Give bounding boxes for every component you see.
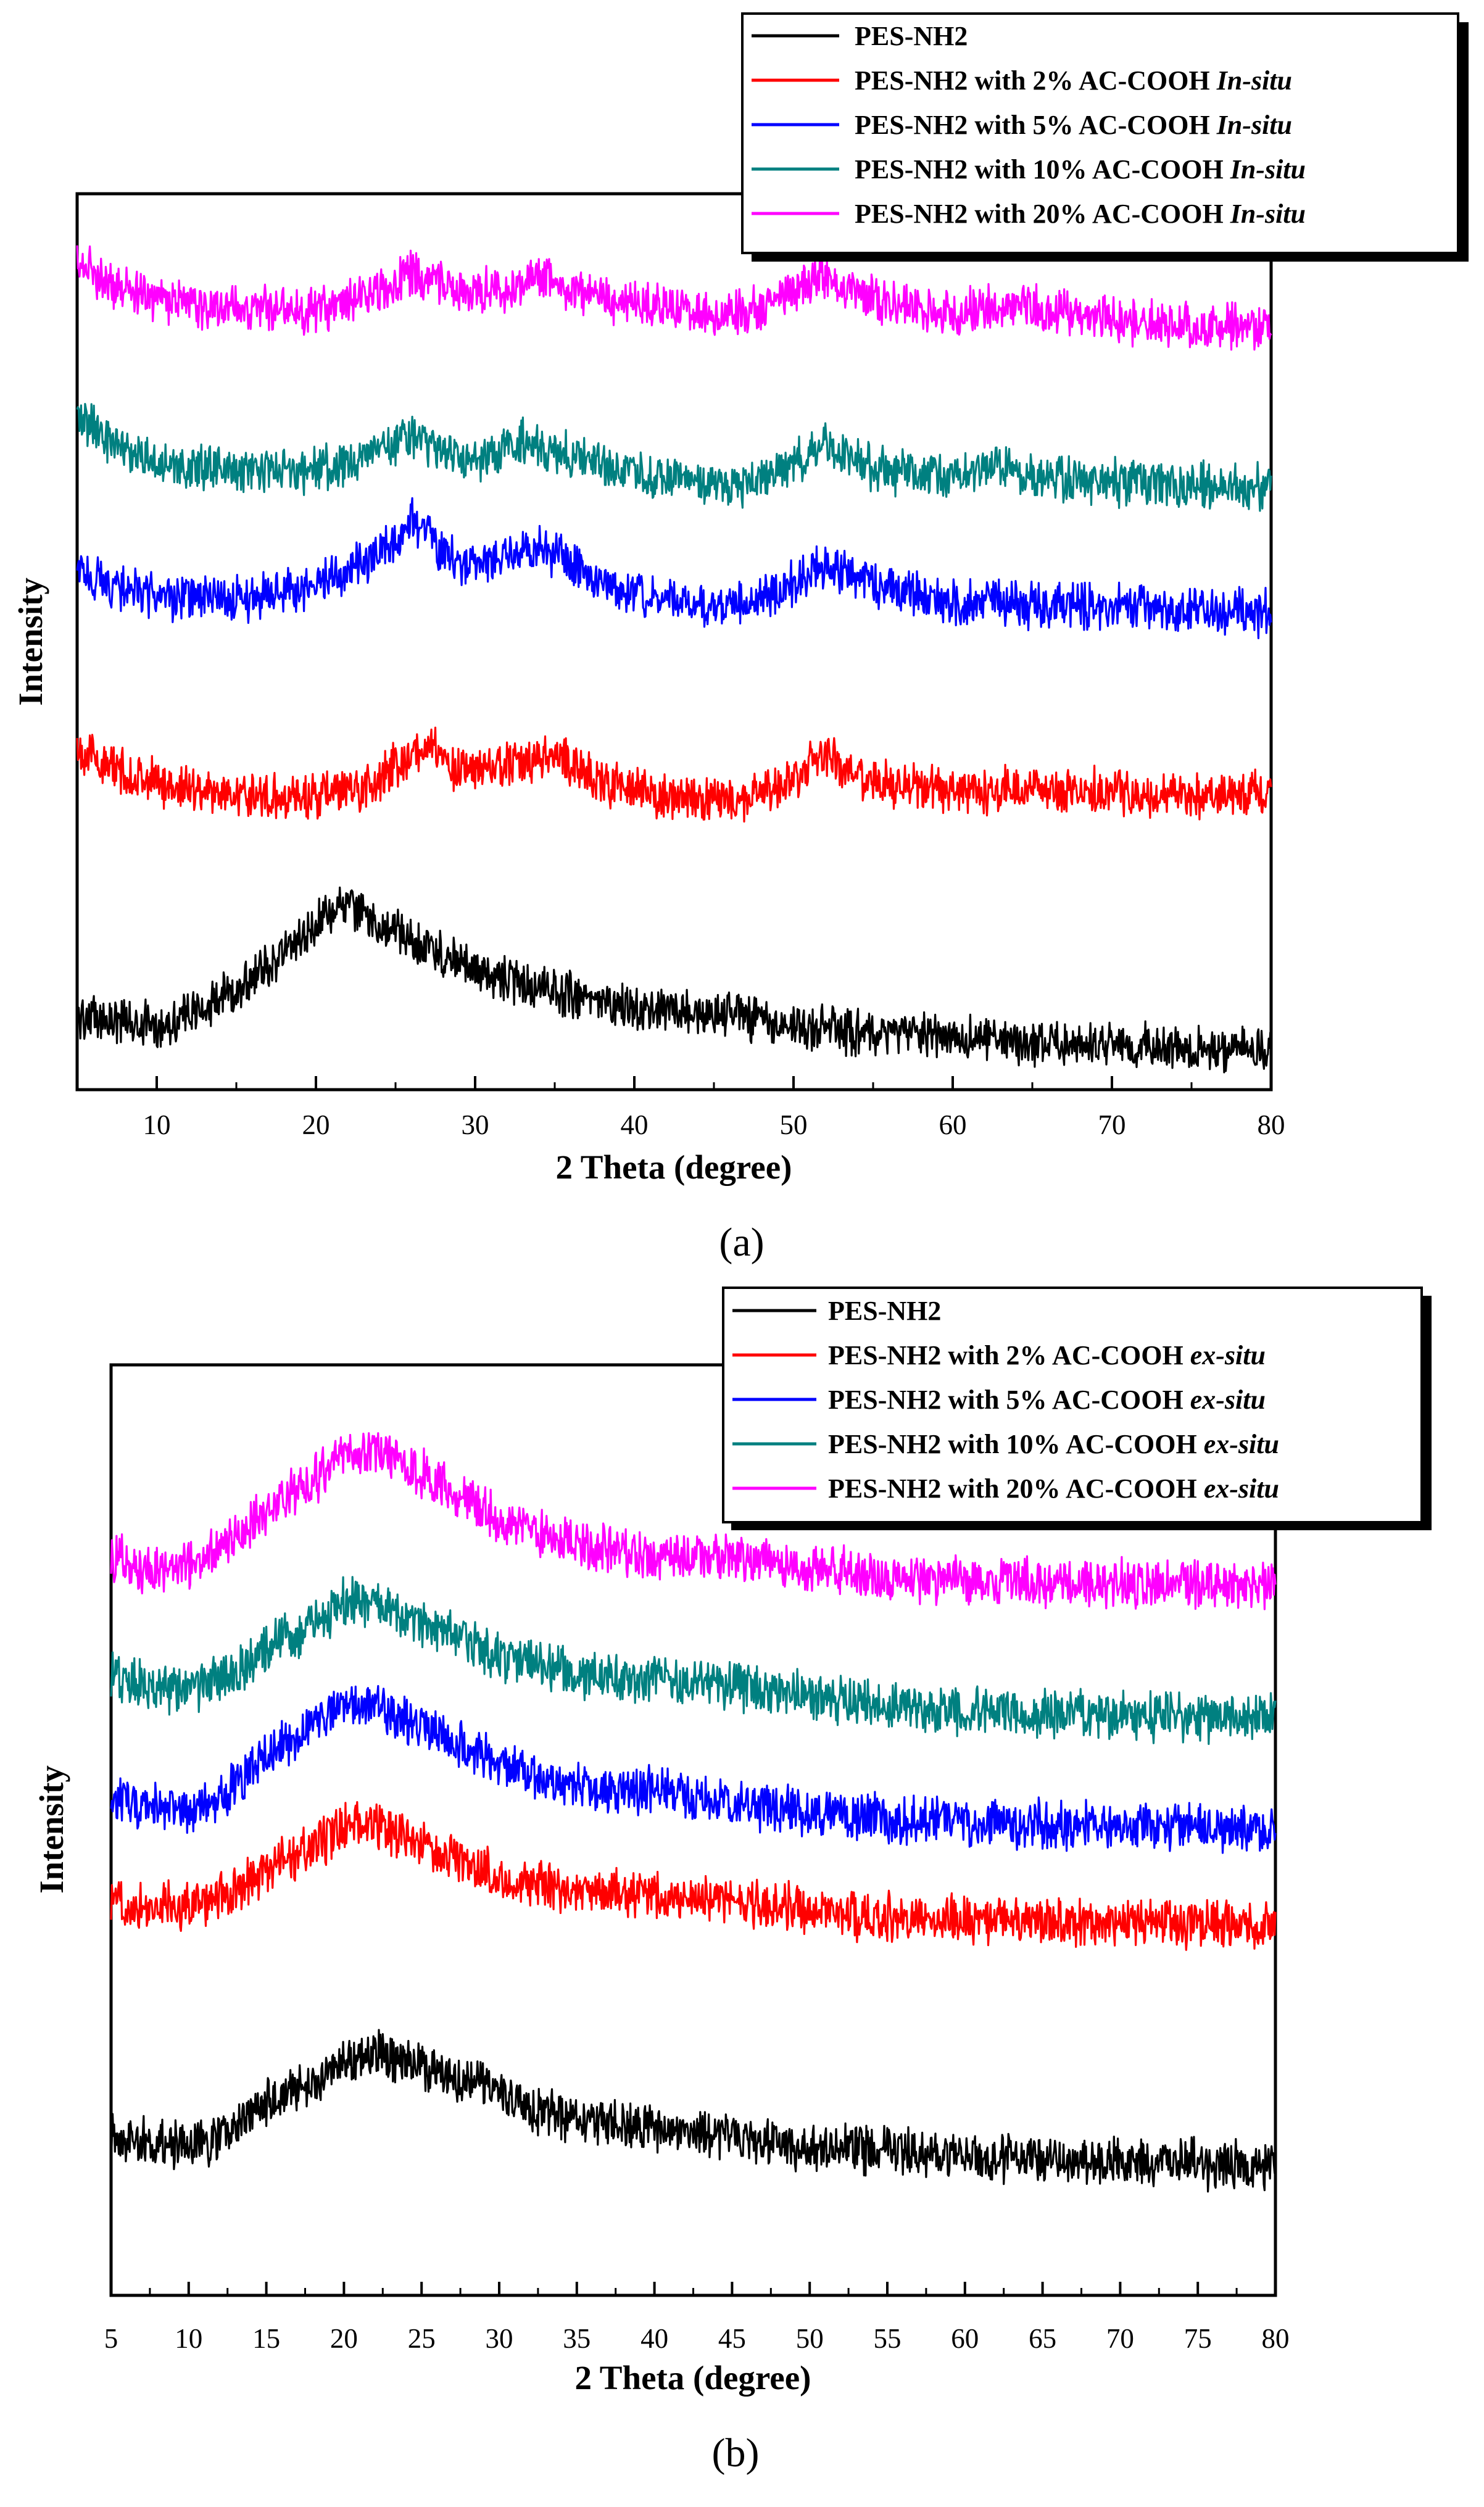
x-tick-label: 55: [874, 2323, 902, 2354]
legend-label-suffix: ex-situ: [1190, 1340, 1266, 1370]
x-tick-label: 35: [563, 2323, 591, 2354]
series-line-2: [110, 1801, 1277, 1951]
legend-label-suffix: ex-situ: [1204, 1429, 1279, 1459]
x-tick-label: 15: [252, 2323, 280, 2354]
series-line-3: [110, 1684, 1277, 1854]
panel-b-x-axis-title: 2 Theta (degree): [575, 2359, 811, 2397]
legend-label-5: PES-NH2 with 20% AC-COOH ex-situ: [828, 1473, 1279, 1504]
legend-label-suffix: In-situ: [1216, 65, 1292, 96]
x-tick-label: 60: [951, 2323, 979, 2354]
panel-b-y-axis-title: Intensity: [33, 1765, 70, 1894]
panel-b-legend-box: [722, 1287, 1423, 1523]
x-tick-label: 45: [718, 2323, 746, 2354]
legend-label-suffix: ex-situ: [1204, 1473, 1279, 1504]
legend-label-main: PES-NH2 with 2% AC-COOH: [828, 1340, 1190, 1370]
x-tick-label: 40: [621, 1109, 649, 1140]
series-line-2: [76, 726, 1272, 823]
x-tick-label: 25: [408, 2323, 436, 2354]
legend-label-2: PES-NH2 with 2% AC-COOH ex-situ: [828, 1340, 1266, 1370]
series-line-5: [110, 1432, 1277, 1610]
legend-label-suffix: In-situ: [1230, 154, 1306, 184]
panel-a-y-axis-title: Intensity: [12, 578, 49, 706]
panel-a: 10 20 30 40 50 60 70 80 2 Theta (degree) Intens…: [12, 12, 1469, 1265]
x-tick-label: 60: [939, 1109, 967, 1140]
x-tick-label: 10: [143, 1109, 171, 1140]
series-line-1: [76, 886, 1272, 1074]
x-tick-label: 75: [1184, 2323, 1212, 2354]
x-tick-label: 70: [1106, 2323, 1134, 2354]
series-line-4: [76, 402, 1272, 512]
x-tick-label: 30: [462, 1109, 489, 1140]
panel-a-caption: (a): [719, 1220, 764, 1265]
series-line-5: [76, 245, 1272, 351]
x-tick-label: 10: [175, 2323, 202, 2354]
panel-b-curves: [110, 1432, 1277, 2193]
x-tick-label: 65: [1029, 2323, 1056, 2354]
x-tick-label: 5: [104, 2323, 118, 2354]
panel-a-x-axis-title: 2 Theta (degree): [556, 1148, 792, 1186]
legend-label-4: PES-NH2 with 10% AC-COOH ex-situ: [828, 1429, 1279, 1459]
legend-label-suffix: ex-situ: [1190, 1385, 1266, 1415]
panel-b-x-ticks: 5 10 15 20 25 30 35 40 45 50 55 60 65 70 75 80: [104, 2282, 1290, 2354]
legend-label-1: PES-NH2: [828, 1296, 941, 1326]
x-tick-label: 20: [330, 2323, 358, 2354]
x-tick-label: 50: [796, 2323, 824, 2354]
series-line-1: [110, 2029, 1276, 2193]
x-tick-label: 80: [1262, 2323, 1290, 2354]
legend-label-main: PES-NH2 with 2% AC-COOH: [855, 65, 1217, 96]
legend-label-main: PES-NH2 with 5% AC-COOH: [828, 1385, 1190, 1415]
x-tick-label: 50: [780, 1109, 808, 1140]
legend-label-2: PES-NH2 with 2% AC-COOH In-situ: [855, 65, 1292, 96]
panel-a-x-ticks: 10 20 30 40 50 60 70 80: [76, 1076, 1285, 1140]
x-tick-label: 80: [1258, 1109, 1285, 1140]
legend-label-main: PES-NH2 with 20% AC-COOH: [855, 199, 1230, 229]
legend-label-main: PES-NH2: [855, 21, 968, 51]
panel-a-legend-box: [741, 12, 1459, 254]
legend-label-main: PES-NH2 with 10% AC-COOH: [828, 1429, 1204, 1459]
series-line-3: [76, 497, 1272, 639]
series-line-4: [110, 1576, 1277, 1745]
plot-frame-a: [75, 192, 1273, 1092]
legend-label-4: PES-NH2 with 10% AC-COOH In-situ: [855, 154, 1306, 184]
panel-a-curves: [76, 245, 1272, 1074]
legend-label-5: PES-NH2 with 20% AC-COOH In-situ: [855, 199, 1306, 229]
legend-label-main: PES-NH2: [828, 1296, 941, 1326]
legend-label-main: PES-NH2 with 20% AC-COOH: [828, 1473, 1204, 1504]
legend-label-1: PES-NH2: [855, 21, 968, 51]
x-tick-label: 40: [640, 2323, 668, 2354]
panel-b: 5 10 15 20 25 30 35 40 45 50 55 60 65 70 75 80 2 Theta …: [33, 1287, 1432, 2476]
legend-label-main: PES-NH2 with 10% AC-COOH: [855, 154, 1230, 184]
x-tick-label: 20: [302, 1109, 330, 1140]
x-tick-label: 70: [1098, 1109, 1126, 1140]
x-tick-label: 30: [486, 2323, 513, 2354]
panel-b-caption: (b): [712, 2430, 760, 2476]
legend-label-3: PES-NH2 with 5% AC-COOH In-situ: [855, 110, 1292, 140]
legend-label-suffix: In-situ: [1230, 199, 1306, 229]
legend-label-3: PES-NH2 with 5% AC-COOH ex-situ: [828, 1385, 1266, 1415]
legend-label-main: PES-NH2 with 5% AC-COOH: [855, 110, 1217, 140]
legend-label-suffix: In-situ: [1216, 110, 1292, 140]
